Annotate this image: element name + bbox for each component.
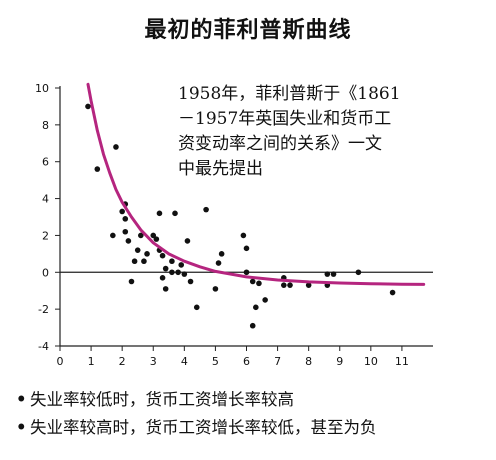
data-point (249, 278, 256, 285)
bullet-text: 失业率较低时，货币工资增长率较高 (30, 390, 294, 409)
y-tick-label: 8 (42, 119, 49, 132)
data-point (144, 251, 150, 257)
y-tick-label: 10 (35, 82, 49, 95)
data-point (162, 265, 169, 272)
bullet-item: • 失业率较高时，货币工资增长率较低，甚至为负 (16, 414, 377, 442)
x-tick-label: 9 (336, 355, 343, 368)
bullet-item: • 失业率较低时，货币工资增长率较高 (16, 386, 377, 414)
x-tick-label: 8 (305, 355, 312, 368)
y-tick-label: -2 (38, 303, 49, 316)
data-point (131, 258, 138, 265)
data-point (389, 289, 396, 296)
data-point (113, 144, 119, 150)
y-tick-label: 2 (42, 229, 49, 242)
data-point (141, 258, 147, 265)
annotation-line: －1957年英国失业和货币工 (178, 109, 392, 129)
data-point (85, 103, 91, 110)
data-point (175, 269, 181, 276)
data-point (355, 269, 362, 276)
data-point (249, 322, 256, 329)
data-point (156, 210, 163, 217)
data-point (212, 286, 219, 292)
data-point (181, 271, 188, 277)
y-tick-label: 0 (42, 266, 49, 279)
x-tick-label: 0 (57, 355, 64, 368)
annotation-text: 1958年，菲利普斯于《1861 －1957年英国失业和货币工 资变动率之间的关… (178, 82, 478, 182)
data-point (134, 247, 141, 253)
bullet-text: 失业率较高时，货币工资增长率较低，甚至为负 (30, 418, 377, 437)
data-point (305, 282, 312, 288)
data-point (153, 236, 160, 242)
data-point (178, 262, 185, 268)
data-point (94, 166, 101, 172)
data-point (162, 286, 169, 292)
data-point (150, 232, 157, 239)
data-point (122, 216, 129, 222)
data-point (159, 275, 166, 281)
chart-marks (85, 82, 426, 329)
data-point (203, 206, 209, 213)
data-point (125, 238, 132, 244)
data-point (330, 271, 337, 277)
annotation-line: 中最先提出 (178, 159, 263, 179)
data-point (172, 210, 178, 217)
x-tick-label: 6 (243, 355, 250, 368)
data-point (240, 232, 247, 239)
x-tick-label: 7 (274, 355, 281, 368)
y-tick-label: 6 (42, 156, 49, 169)
data-point (159, 252, 166, 259)
data-point (281, 282, 287, 288)
data-point (169, 269, 175, 276)
x-tick-label: 5 (212, 355, 219, 368)
data-point (243, 269, 250, 276)
data-point (138, 232, 144, 239)
bullet-dot-icon: • (16, 390, 27, 409)
data-point (243, 245, 250, 252)
data-point (128, 278, 135, 285)
data-point (287, 282, 293, 288)
x-tick-label: 4 (181, 355, 188, 368)
chart-ticks: 0 1 2 3 4 5 6 7 8 9 10 11 -4 -2 0 2 4 6 8 10 (35, 82, 409, 368)
data-point (119, 208, 125, 215)
data-point (110, 232, 116, 239)
y-tick-label: -4 (38, 340, 49, 353)
x-tick-label: 11 (395, 355, 409, 368)
bullet-dot-icon: • (16, 418, 27, 437)
data-point (253, 304, 259, 311)
data-point (187, 278, 194, 285)
x-tick-label: 2 (119, 355, 126, 368)
y-tick-label: 4 (42, 193, 49, 206)
data-point (215, 260, 222, 266)
data-point (169, 258, 175, 265)
data-point (218, 251, 225, 257)
data-point (324, 271, 331, 277)
x-tick-label: 10 (364, 355, 378, 368)
annotation-line: 1958年，菲利普斯于《1861 (178, 84, 401, 104)
data-point (262, 297, 268, 303)
data-point (184, 238, 191, 244)
annotation-line: 资变动率之间的关系》一文 (178, 134, 382, 154)
phillips-curve-line (86, 82, 426, 286)
data-point (193, 304, 200, 311)
data-point (122, 228, 129, 235)
x-tick-label: 3 (150, 355, 157, 368)
bullet-list: • 失业率较低时，货币工资增长率较高 • 失业率较高时，货币工资增长率较低，甚至为负 (16, 386, 377, 442)
chart-title: 最初的菲利普斯曲线 (144, 18, 352, 43)
data-point (256, 280, 262, 287)
x-tick-label: 1 (88, 355, 95, 368)
